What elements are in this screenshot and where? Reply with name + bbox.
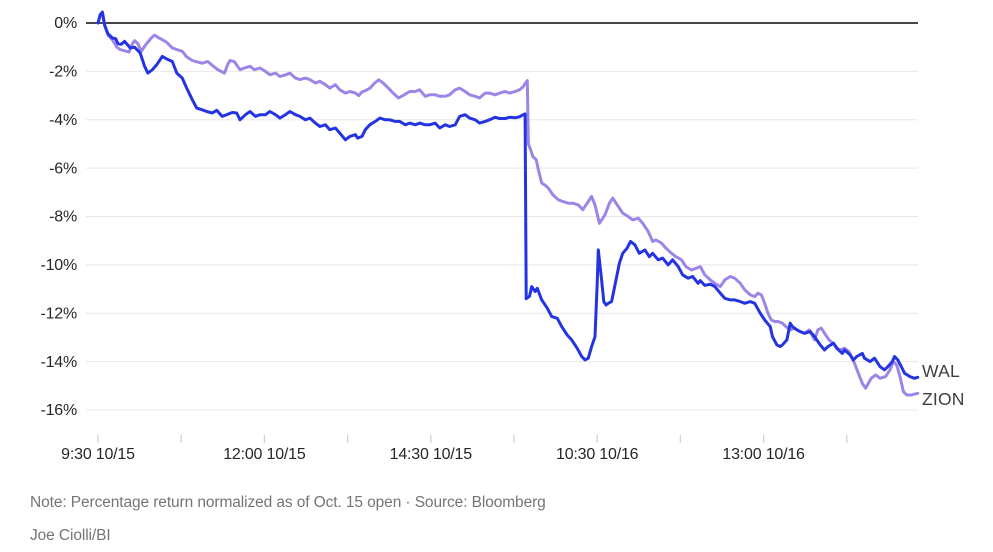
ticker-label-wal: WAL xyxy=(922,361,960,381)
y-axis-label: -10% xyxy=(40,257,77,274)
stock-comparison-line-chart: 0% -2% -4% -6% -8% -10% -12% -14% -16% 9:30 10/15… xyxy=(40,10,965,463)
x-axis-label: 10:30 10/16 xyxy=(556,446,639,463)
y-axis-label: 0% xyxy=(54,15,77,32)
y-axis-label: -6% xyxy=(49,160,77,177)
x-axis-label: 13:00 10/16 xyxy=(722,446,805,463)
chart-note: Note: Percentage return normalized as of… xyxy=(30,494,546,511)
y-axis-label: -12% xyxy=(40,305,77,322)
y-axis-label: -16% xyxy=(40,402,77,419)
ticker-label-zion: ZION xyxy=(922,389,965,409)
y-axis-label: -4% xyxy=(49,112,77,129)
y-axis-label: -2% xyxy=(49,64,77,81)
x-axis-label: 14:30 10/15 xyxy=(390,446,473,463)
y-axis-label: -14% xyxy=(40,354,77,371)
chart-credit: Joe Ciolli/BI xyxy=(30,527,111,544)
y-axis-label: -8% xyxy=(49,209,77,226)
series-line-zion xyxy=(96,11,920,397)
series-line-wal xyxy=(96,10,920,380)
x-axis-label: 12:00 10/15 xyxy=(223,446,306,463)
x-axis-label: 9:30 10/15 xyxy=(61,446,135,463)
